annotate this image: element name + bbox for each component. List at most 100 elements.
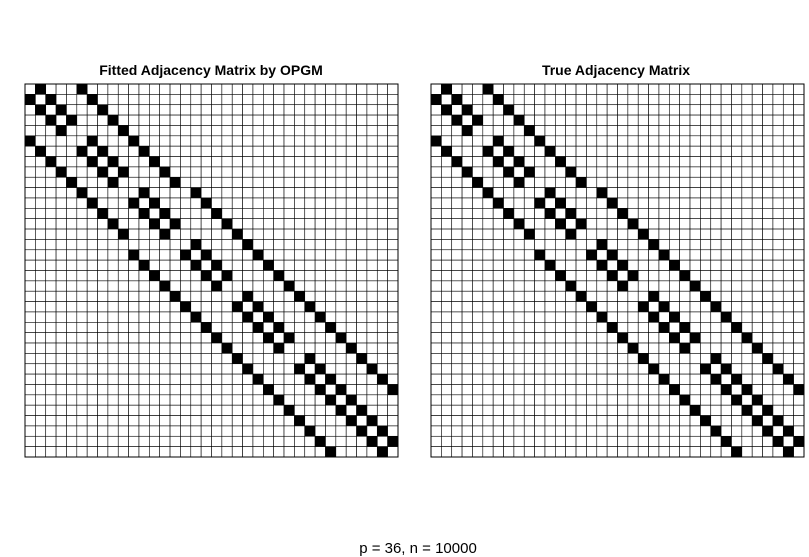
matrix-cell-empty [45, 384, 57, 396]
matrix-cell-empty [107, 290, 119, 302]
matrix-cell-empty [66, 311, 78, 323]
matrix-cell-empty [107, 322, 119, 333]
matrix-cell-empty [710, 342, 722, 354]
matrix-cell-empty [335, 301, 347, 313]
matrix-cell-empty [523, 301, 535, 313]
matrix-cell-empty [231, 446, 243, 458]
matrix-cell-empty [720, 353, 732, 365]
matrix-cell-edge [138, 145, 150, 157]
matrix-cell-empty [700, 342, 712, 354]
matrix-cell-empty [720, 249, 732, 261]
matrix-cell-empty [231, 197, 243, 209]
matrix-cell-empty [565, 176, 577, 188]
matrix-cell-empty [461, 239, 473, 251]
matrix-cell-empty [472, 415, 484, 427]
matrix-cell-empty [565, 145, 577, 157]
matrix-cell-empty [669, 435, 680, 447]
matrix-cell-empty [617, 415, 629, 427]
matrix-cell-empty [710, 290, 722, 302]
matrix-cell-empty [117, 384, 129, 396]
matrix-cell-empty [586, 187, 598, 199]
matrix-cell-edge [55, 166, 67, 178]
matrix-cell-empty [762, 384, 774, 396]
matrix-cell-empty [107, 394, 119, 406]
matrix-cell-empty [314, 404, 326, 416]
matrix-cell-empty [45, 404, 57, 416]
matrix-cell-empty [242, 135, 254, 147]
matrix-cell-empty [606, 104, 618, 116]
matrix-cell-empty [263, 446, 274, 458]
matrix-cell-empty [387, 332, 399, 344]
matrix-cell-empty [679, 353, 691, 365]
matrix-cell-empty [55, 435, 67, 447]
matrix-cell-empty [376, 394, 388, 406]
matrix-cell-empty [430, 373, 442, 385]
matrix-cell-empty [325, 353, 337, 365]
matrix-cell-empty [211, 218, 223, 230]
matrix-cell-empty [366, 208, 378, 219]
matrix-cell-edge [180, 249, 192, 261]
matrix-cell-empty [575, 384, 587, 396]
matrix-cell-edge [751, 394, 763, 406]
matrix-cell-empty [534, 301, 546, 313]
matrix-cell-empty [200, 373, 212, 385]
matrix-cell-empty [335, 363, 347, 375]
matrix-cell-empty [97, 353, 109, 365]
matrix-cell-empty [596, 363, 608, 375]
matrix-cell-empty [117, 197, 129, 209]
matrix-cell-edge [356, 404, 368, 416]
matrix-cell-empty [190, 176, 202, 188]
matrix-cell-empty [503, 176, 515, 188]
matrix-cell-empty [314, 228, 326, 240]
matrix-cell-empty [575, 394, 587, 406]
matrix-cell-edge [263, 384, 274, 396]
matrix-cell-empty [117, 322, 129, 333]
matrix-cell-empty [451, 373, 463, 385]
matrix-cell-empty [76, 435, 88, 447]
matrix-cell-empty [159, 156, 171, 168]
matrix-cell-empty [451, 166, 463, 178]
matrix-cell-empty [762, 218, 774, 230]
matrix-cell-empty [772, 135, 784, 147]
matrix-cell-empty [700, 259, 712, 271]
matrix-cell-empty [731, 290, 743, 302]
matrix-cell-empty [86, 125, 98, 137]
matrix-cell-empty [221, 363, 233, 375]
matrix-cell-empty [782, 114, 794, 126]
matrix-cell-empty [689, 104, 701, 116]
matrix-cell-empty [45, 166, 57, 178]
matrix-cell-empty [242, 145, 254, 157]
matrix-cell-empty [689, 322, 701, 333]
matrix-cell-empty [45, 290, 57, 302]
matrix-cell-empty [325, 425, 337, 437]
matrix-cell-empty [283, 135, 295, 147]
matrix-cell-empty [231, 311, 243, 323]
matrix-cell-empty [441, 125, 453, 137]
matrix-cell-empty [128, 104, 140, 116]
matrix-cell-empty [24, 301, 36, 313]
matrix-cell-edge [751, 415, 763, 427]
matrix-cell-empty [314, 104, 326, 116]
matrix-cell-empty [325, 166, 337, 178]
matrix-cell-empty [492, 104, 504, 116]
matrix-cell-empty [335, 394, 347, 406]
matrix-cell-empty [66, 208, 78, 219]
matrix-cell-empty [482, 228, 494, 240]
matrix-cell-empty [441, 249, 453, 261]
matrix-cell-empty [503, 435, 515, 447]
matrix-cell-empty [503, 270, 515, 282]
right-panel-title: True Adjacency Matrix [542, 62, 690, 78]
matrix-cell-edge [149, 270, 160, 282]
matrix-cell-edge [345, 415, 357, 427]
matrix-cell-empty [24, 125, 36, 137]
matrix-cell-empty [366, 114, 378, 126]
matrix-cell-empty [283, 187, 295, 199]
matrix-cell-empty [231, 94, 243, 106]
matrix-cell-empty [731, 404, 743, 416]
matrix-cell-empty [461, 280, 473, 292]
matrix-cell-edge [76, 187, 88, 199]
matrix-cell-empty [86, 301, 98, 313]
matrix-cell-empty [356, 83, 368, 95]
matrix-cell-empty [325, 332, 337, 344]
matrix-cell-empty [149, 114, 160, 126]
